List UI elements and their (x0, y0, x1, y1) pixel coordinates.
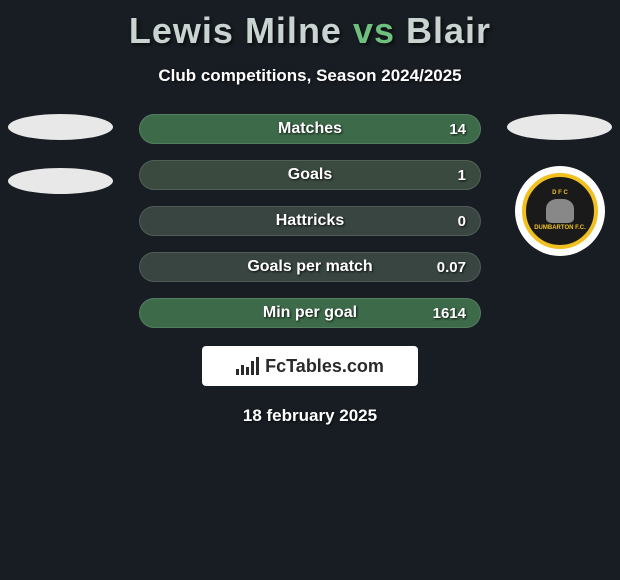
stat-value: 1614 (433, 305, 466, 322)
player-placeholder-oval (8, 168, 113, 194)
stat-row: Hattricks 0 (139, 206, 481, 236)
player-placeholder-oval (8, 114, 113, 140)
subtitle: Club competitions, Season 2024/2025 (0, 66, 620, 86)
elephant-icon (546, 199, 574, 223)
stat-value: 0.07 (437, 259, 466, 276)
vs-word: vs (353, 10, 395, 51)
badge-top-text: D F C (552, 190, 568, 197)
stat-value: 0 (458, 213, 466, 230)
stats-area: D F C DUMBARTON F.C. Matches 14 Goals 1 Hatt… (0, 114, 620, 328)
brand-text: FcTables.com (265, 356, 384, 377)
right-player-placeholders (507, 114, 612, 168)
stat-row: Goals per match 0.07 (139, 252, 481, 282)
chart-icon (236, 357, 259, 375)
left-player-placeholders (8, 114, 113, 222)
stat-row: Matches 14 (139, 114, 481, 144)
stat-label: Min per goal (263, 304, 357, 322)
brand-logo[interactable]: FcTables.com (202, 346, 418, 386)
stat-label: Goals per match (247, 258, 372, 276)
stat-value: 14 (449, 121, 466, 138)
club-badge-inner: D F C DUMBARTON F.C. (522, 173, 598, 249)
snapshot-date: 18 february 2025 (0, 406, 620, 426)
badge-bottom-text: DUMBARTON F.C. (534, 225, 586, 232)
stat-label: Goals (288, 166, 332, 184)
player2-name: Blair (406, 10, 491, 51)
stat-label: Hattricks (276, 212, 344, 230)
stat-label: Matches (278, 120, 342, 138)
page-title: Lewis Milne vs Blair (0, 0, 620, 52)
club-badge: D F C DUMBARTON F.C. (515, 166, 605, 256)
stat-row: Min per goal 1614 (139, 298, 481, 328)
stat-rows: Matches 14 Goals 1 Hattricks 0 Goals per match… (139, 114, 481, 328)
stat-value: 1 (458, 167, 466, 184)
player-placeholder-oval (507, 114, 612, 140)
player1-name: Lewis Milne (129, 10, 342, 51)
stat-row: Goals 1 (139, 160, 481, 190)
